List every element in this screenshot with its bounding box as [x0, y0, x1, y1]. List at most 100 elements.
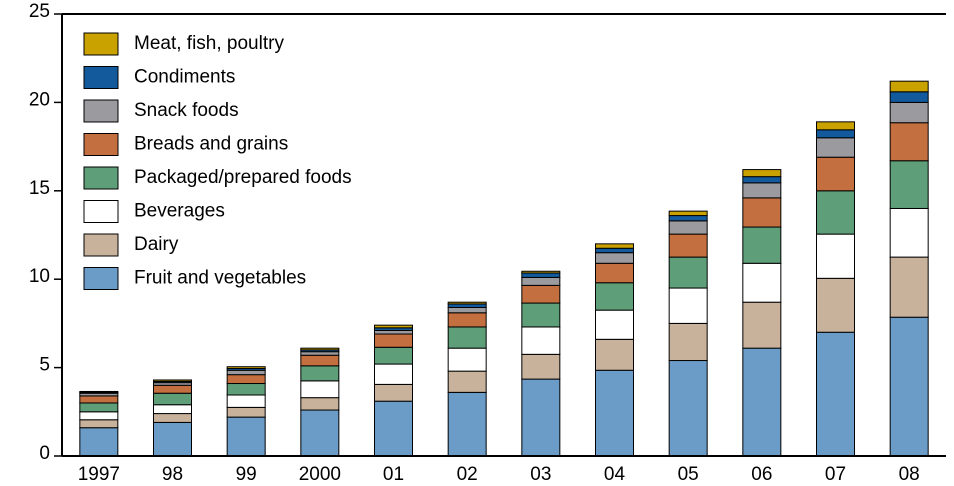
bar-segment	[79, 427, 119, 457]
y-tick-label: 15	[29, 178, 50, 199]
bar-segment	[79, 419, 119, 429]
bar-segment	[153, 379, 192, 382]
legend-swatch	[83, 200, 119, 223]
x-tick-label: 1997	[78, 464, 120, 485]
bar-segment	[595, 369, 634, 457]
bar-segment	[153, 421, 192, 457]
bar-segment	[521, 276, 561, 286]
legend-label: Fruit and vegetables	[134, 268, 306, 289]
bar-segment	[889, 207, 929, 258]
bar-segment	[668, 233, 708, 258]
bar-segment	[816, 190, 855, 235]
bar-segment	[816, 129, 855, 139]
x-tick-label: 04	[604, 464, 626, 485]
bar-segment	[595, 243, 634, 249]
bar-segment	[300, 380, 340, 399]
x-tick-label: 05	[678, 464, 699, 485]
legend-swatch	[83, 166, 119, 190]
bar-segment	[889, 101, 929, 124]
y-tick-label: 20	[29, 89, 50, 110]
bar-segment	[816, 137, 855, 158]
bar-segment	[521, 353, 561, 380]
legend-swatch	[83, 99, 119, 123]
bar-segment	[447, 326, 487, 349]
bar-segment	[889, 91, 929, 103]
legend-swatch	[83, 267, 119, 290]
bar-segment	[742, 169, 782, 178]
bar-segment	[374, 329, 413, 335]
bar-segment	[300, 354, 340, 367]
bar-segment	[153, 392, 192, 406]
x-tick-label: 08	[899, 464, 920, 485]
x-tick-label: 01	[383, 464, 404, 485]
bar-segment	[153, 413, 192, 423]
bar-segment	[742, 182, 782, 199]
bar-segment	[889, 160, 929, 209]
bar-segment	[742, 262, 782, 303]
x-tick-label: 2000	[299, 464, 341, 485]
bar-segment	[300, 409, 340, 457]
bar-segment	[816, 331, 855, 457]
legend-label: Snack foods	[134, 100, 239, 121]
bar-segment	[595, 309, 634, 340]
bar-segment	[447, 303, 487, 308]
y-tick-label: 10	[29, 266, 50, 287]
bar-segment	[521, 302, 561, 328]
legend-swatch	[83, 133, 119, 156]
bar-segment	[300, 397, 340, 411]
bar-segment	[889, 316, 929, 457]
legend-label: Packaged/prepared foods	[134, 167, 352, 188]
bar-segment	[521, 378, 561, 457]
legend-swatch	[83, 32, 119, 56]
x-tick-label: 07	[825, 464, 846, 485]
bar-segment	[668, 360, 708, 457]
bar-segment	[521, 272, 561, 278]
bar-segment	[742, 197, 782, 228]
bar-segment	[226, 366, 266, 369]
bar-segment	[742, 176, 782, 184]
bar-segment	[595, 247, 634, 254]
bar-segment	[595, 252, 634, 264]
bar-segment	[668, 287, 708, 324]
bar-segment	[79, 395, 119, 404]
bar-segment	[226, 406, 266, 418]
legend-swatch	[83, 66, 119, 89]
legend-label: Condiments	[134, 67, 235, 88]
legend-label: Dairy	[134, 234, 179, 255]
legend-label: Beverages	[134, 201, 225, 222]
bar-segment	[595, 338, 634, 371]
bar-segment	[447, 312, 487, 328]
bar-segment	[447, 301, 487, 305]
bar-segment	[742, 226, 782, 264]
bar-segment	[742, 301, 782, 349]
y-tick-label: 0	[39, 443, 50, 464]
bar-segment	[521, 270, 561, 274]
x-tick-label: 06	[751, 464, 772, 485]
bar-segment	[668, 220, 708, 235]
bar-segment	[374, 363, 413, 385]
bar-segment	[447, 347, 487, 372]
x-tick-label: 02	[457, 464, 478, 485]
bar-segment	[668, 322, 708, 362]
bar-segment	[153, 404, 192, 415]
bar-segment	[226, 374, 266, 385]
bar-segment	[595, 262, 634, 284]
bar-segment	[447, 391, 487, 457]
bar-segment	[374, 346, 413, 365]
bar-segment	[374, 333, 413, 348]
legend-swatch	[83, 233, 119, 257]
bar-segment	[521, 326, 561, 355]
bar-segment	[447, 370, 487, 393]
x-tick-label: 98	[162, 464, 183, 485]
bar-segment	[668, 210, 708, 217]
bar-segment	[226, 369, 266, 376]
bar-segment	[226, 394, 266, 408]
bar-segment	[79, 390, 119, 393]
bar-segment	[226, 383, 266, 396]
bar-segment	[595, 282, 634, 311]
bar-segment	[374, 400, 413, 457]
bar-segment	[889, 80, 929, 93]
bar-segment	[153, 384, 192, 394]
bar-segment	[300, 347, 340, 351]
